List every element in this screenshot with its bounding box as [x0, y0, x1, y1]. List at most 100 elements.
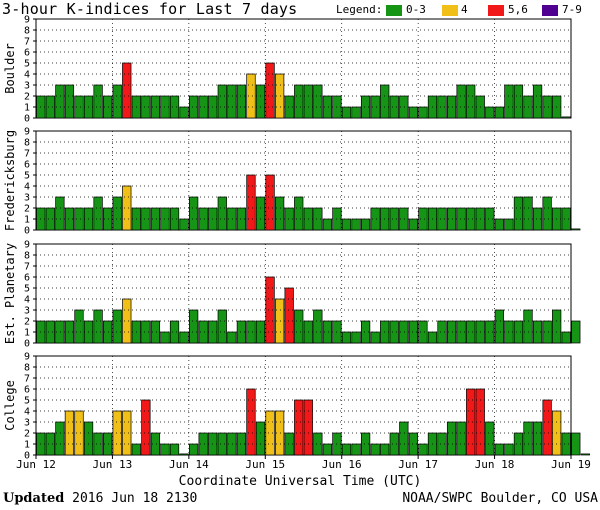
ytick-label-college: 3 — [24, 418, 30, 429]
bar-college — [93, 432, 103, 456]
bar-boulder — [55, 84, 65, 119]
bar-est-planetary — [150, 320, 161, 344]
ytick-label-fredericksburg: 0 — [24, 226, 30, 237]
bar-fredericksburg — [169, 207, 180, 231]
bar-fredericksburg — [466, 207, 476, 231]
bar-college — [313, 432, 323, 456]
bar-fredericksburg — [141, 207, 151, 231]
bar-fredericksburg — [55, 196, 65, 231]
ytick-label-est-planetary: 9 — [24, 240, 30, 251]
bar-fredericksburg — [370, 207, 380, 231]
ytick-label-est-planetary: 2 — [24, 317, 30, 328]
ytick-label-college: 1 — [24, 440, 30, 451]
xtick-label: Jun 19 — [551, 458, 591, 471]
bar-fredericksburg — [542, 196, 552, 231]
bar-est-planetary — [351, 331, 361, 344]
bar-college — [179, 453, 189, 456]
bar-college — [504, 443, 514, 456]
bar-college — [341, 443, 352, 456]
bar-college — [485, 421, 495, 456]
bar-boulder — [370, 95, 380, 119]
panel-label-boulder: Boulder — [3, 43, 17, 94]
ytick-label-college: 6 — [24, 385, 30, 396]
bar-boulder — [303, 84, 313, 119]
bar-boulder — [494, 106, 504, 119]
ytick-label-college: 9 — [24, 352, 30, 363]
bar-boulder — [141, 95, 151, 119]
bar-college — [571, 432, 581, 456]
bar-college — [64, 410, 75, 456]
ytick-label-boulder: 1 — [24, 103, 30, 114]
bar-boulder — [466, 84, 476, 119]
ytick-label-boulder: 5 — [24, 59, 30, 70]
ytick-label-college: 4 — [24, 407, 30, 418]
bar-fredericksburg — [351, 218, 361, 231]
bar-est-planetary — [341, 331, 352, 344]
ytick-label-fredericksburg: 2 — [24, 204, 30, 215]
bar-est-planetary — [274, 298, 285, 344]
bar-college — [265, 410, 275, 456]
bar-boulder — [446, 95, 457, 119]
bar-est-planetary — [370, 331, 380, 344]
bar-fredericksburg — [74, 207, 84, 231]
bar-fredericksburg — [179, 218, 189, 231]
bar-fredericksburg — [571, 228, 581, 231]
bar-college — [351, 443, 361, 456]
bar-boulder — [217, 84, 227, 119]
ytick-label-est-planetary: 7 — [24, 262, 30, 273]
bar-boulder — [227, 84, 237, 119]
bar-est-planetary — [141, 320, 151, 344]
xtick-label: Jun 17 — [398, 458, 438, 471]
bar-fredericksburg — [561, 207, 571, 231]
bar-boulder — [380, 84, 390, 119]
bar-est-planetary — [217, 309, 227, 344]
bar-boulder — [513, 84, 524, 119]
bar-boulder — [150, 95, 161, 119]
ytick-label-fredericksburg: 3 — [24, 193, 30, 204]
bar-fredericksburg — [513, 196, 524, 231]
bar-boulder — [112, 84, 122, 119]
bar-boulder — [122, 62, 132, 119]
bar-est-planetary — [64, 320, 75, 344]
bar-college — [418, 443, 428, 456]
bar-boulder — [64, 84, 75, 119]
bar-fredericksburg — [45, 207, 55, 231]
bar-college — [456, 421, 466, 456]
bar-boulder — [351, 106, 361, 119]
bar-boulder — [313, 84, 323, 119]
bar-est-planetary — [160, 331, 170, 344]
bar-fredericksburg — [274, 196, 285, 231]
ytick-label-fredericksburg: 5 — [24, 171, 30, 182]
bar-est-planetary — [246, 320, 256, 344]
bar-est-planetary — [513, 320, 524, 344]
bar-boulder — [322, 95, 333, 119]
bar-est-planetary — [485, 320, 495, 344]
bar-college — [513, 432, 524, 456]
bar-est-planetary — [236, 320, 247, 344]
bar-est-planetary — [74, 309, 84, 344]
bar-college — [360, 432, 371, 456]
bar-college — [322, 443, 333, 456]
bar-fredericksburg — [236, 207, 247, 231]
bar-est-planetary — [571, 320, 581, 344]
bar-fredericksburg — [360, 218, 371, 231]
bar-boulder — [236, 84, 247, 119]
bar-boulder — [418, 106, 428, 119]
ytick-label-est-planetary: 3 — [24, 306, 30, 317]
bar-college — [83, 421, 94, 456]
bar-boulder — [274, 73, 285, 119]
legend-swatch-0-3 — [386, 5, 402, 16]
bar-college — [198, 432, 208, 456]
bar-est-planetary — [523, 309, 533, 344]
legend-text-0-3: 0-3 — [406, 3, 426, 16]
bar-fredericksburg — [446, 207, 457, 231]
panel-label-college: College — [3, 380, 17, 431]
bar-college — [246, 388, 256, 456]
bar-fredericksburg — [255, 196, 266, 231]
bar-college — [437, 432, 447, 456]
bar-fredericksburg — [150, 207, 161, 231]
bar-fredericksburg — [217, 196, 227, 231]
bar-est-planetary — [93, 309, 103, 344]
bar-boulder — [485, 106, 495, 119]
x-axis-title: Coordinate Universal Time (UTC) — [178, 474, 422, 489]
